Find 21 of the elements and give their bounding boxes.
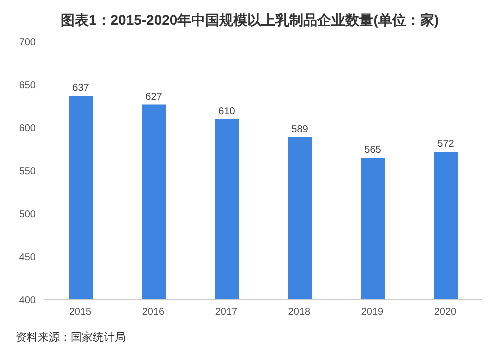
x-tick-label: 2018 bbox=[288, 307, 312, 318]
y-tick-label: 550 bbox=[19, 166, 36, 178]
x-tick-label: 2015 bbox=[69, 307, 92, 318]
y-tick-label: 600 bbox=[19, 124, 36, 135]
y-tick-label: 450 bbox=[19, 252, 36, 264]
x-tick-label: 2017 bbox=[215, 307, 238, 318]
data-label: 565 bbox=[364, 145, 382, 156]
x-tick-label: 2020 bbox=[434, 307, 458, 318]
text: 资料来源：国家统计局 bbox=[15, 330, 127, 346]
y-tick-label: 400 bbox=[19, 296, 36, 307]
x-tick-label: 2016 bbox=[142, 307, 166, 318]
data-label: 627 bbox=[146, 92, 163, 103]
chart-title: 图表1：2015-2020年中国规模以上乳制品企业数量(单位：家) bbox=[60, 11, 440, 30]
data-label: 610 bbox=[218, 106, 236, 118]
y-tick-label: 650 bbox=[19, 80, 36, 92]
y-tick-label: 500 bbox=[19, 210, 36, 221]
data-label: 572 bbox=[438, 139, 455, 150]
y-tick-label: 700 bbox=[19, 38, 36, 49]
x-tick-label: 2019 bbox=[361, 307, 384, 318]
data-label: 589 bbox=[292, 124, 309, 136]
data-label: 637 bbox=[72, 83, 90, 94]
